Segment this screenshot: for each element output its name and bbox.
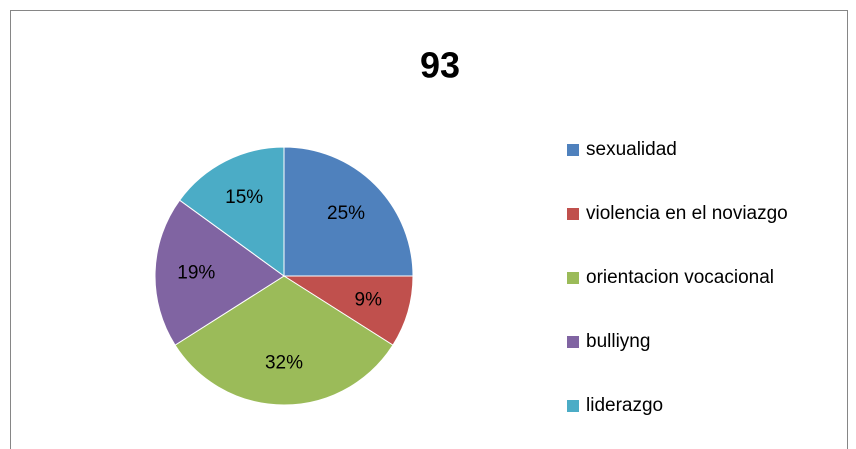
pie-slice [283,146,414,277]
data-label: 25% [327,203,365,224]
chart-border [10,10,848,449]
data-label: 32% [265,353,303,374]
legend-label: violencia en el noviazgo [586,203,788,224]
pie-slice [154,199,285,346]
data-label: 15% [225,187,263,208]
legend-label: liderazgo [586,395,663,416]
legend-swatch [567,272,579,284]
pie-slice [178,146,285,277]
legend-label: orientacion vocacional [586,267,774,288]
legend-swatch [567,400,579,412]
legend-label: bulliyng [586,331,650,352]
pie-slice [174,275,394,406]
legend-label: sexualidad [586,139,677,160]
data-label: 19% [177,262,215,283]
data-label: 9% [355,289,383,310]
legend-swatch [567,208,579,220]
chart-title: 93 [420,45,460,86]
legend-swatch [567,336,579,348]
legend-swatch [567,144,579,156]
